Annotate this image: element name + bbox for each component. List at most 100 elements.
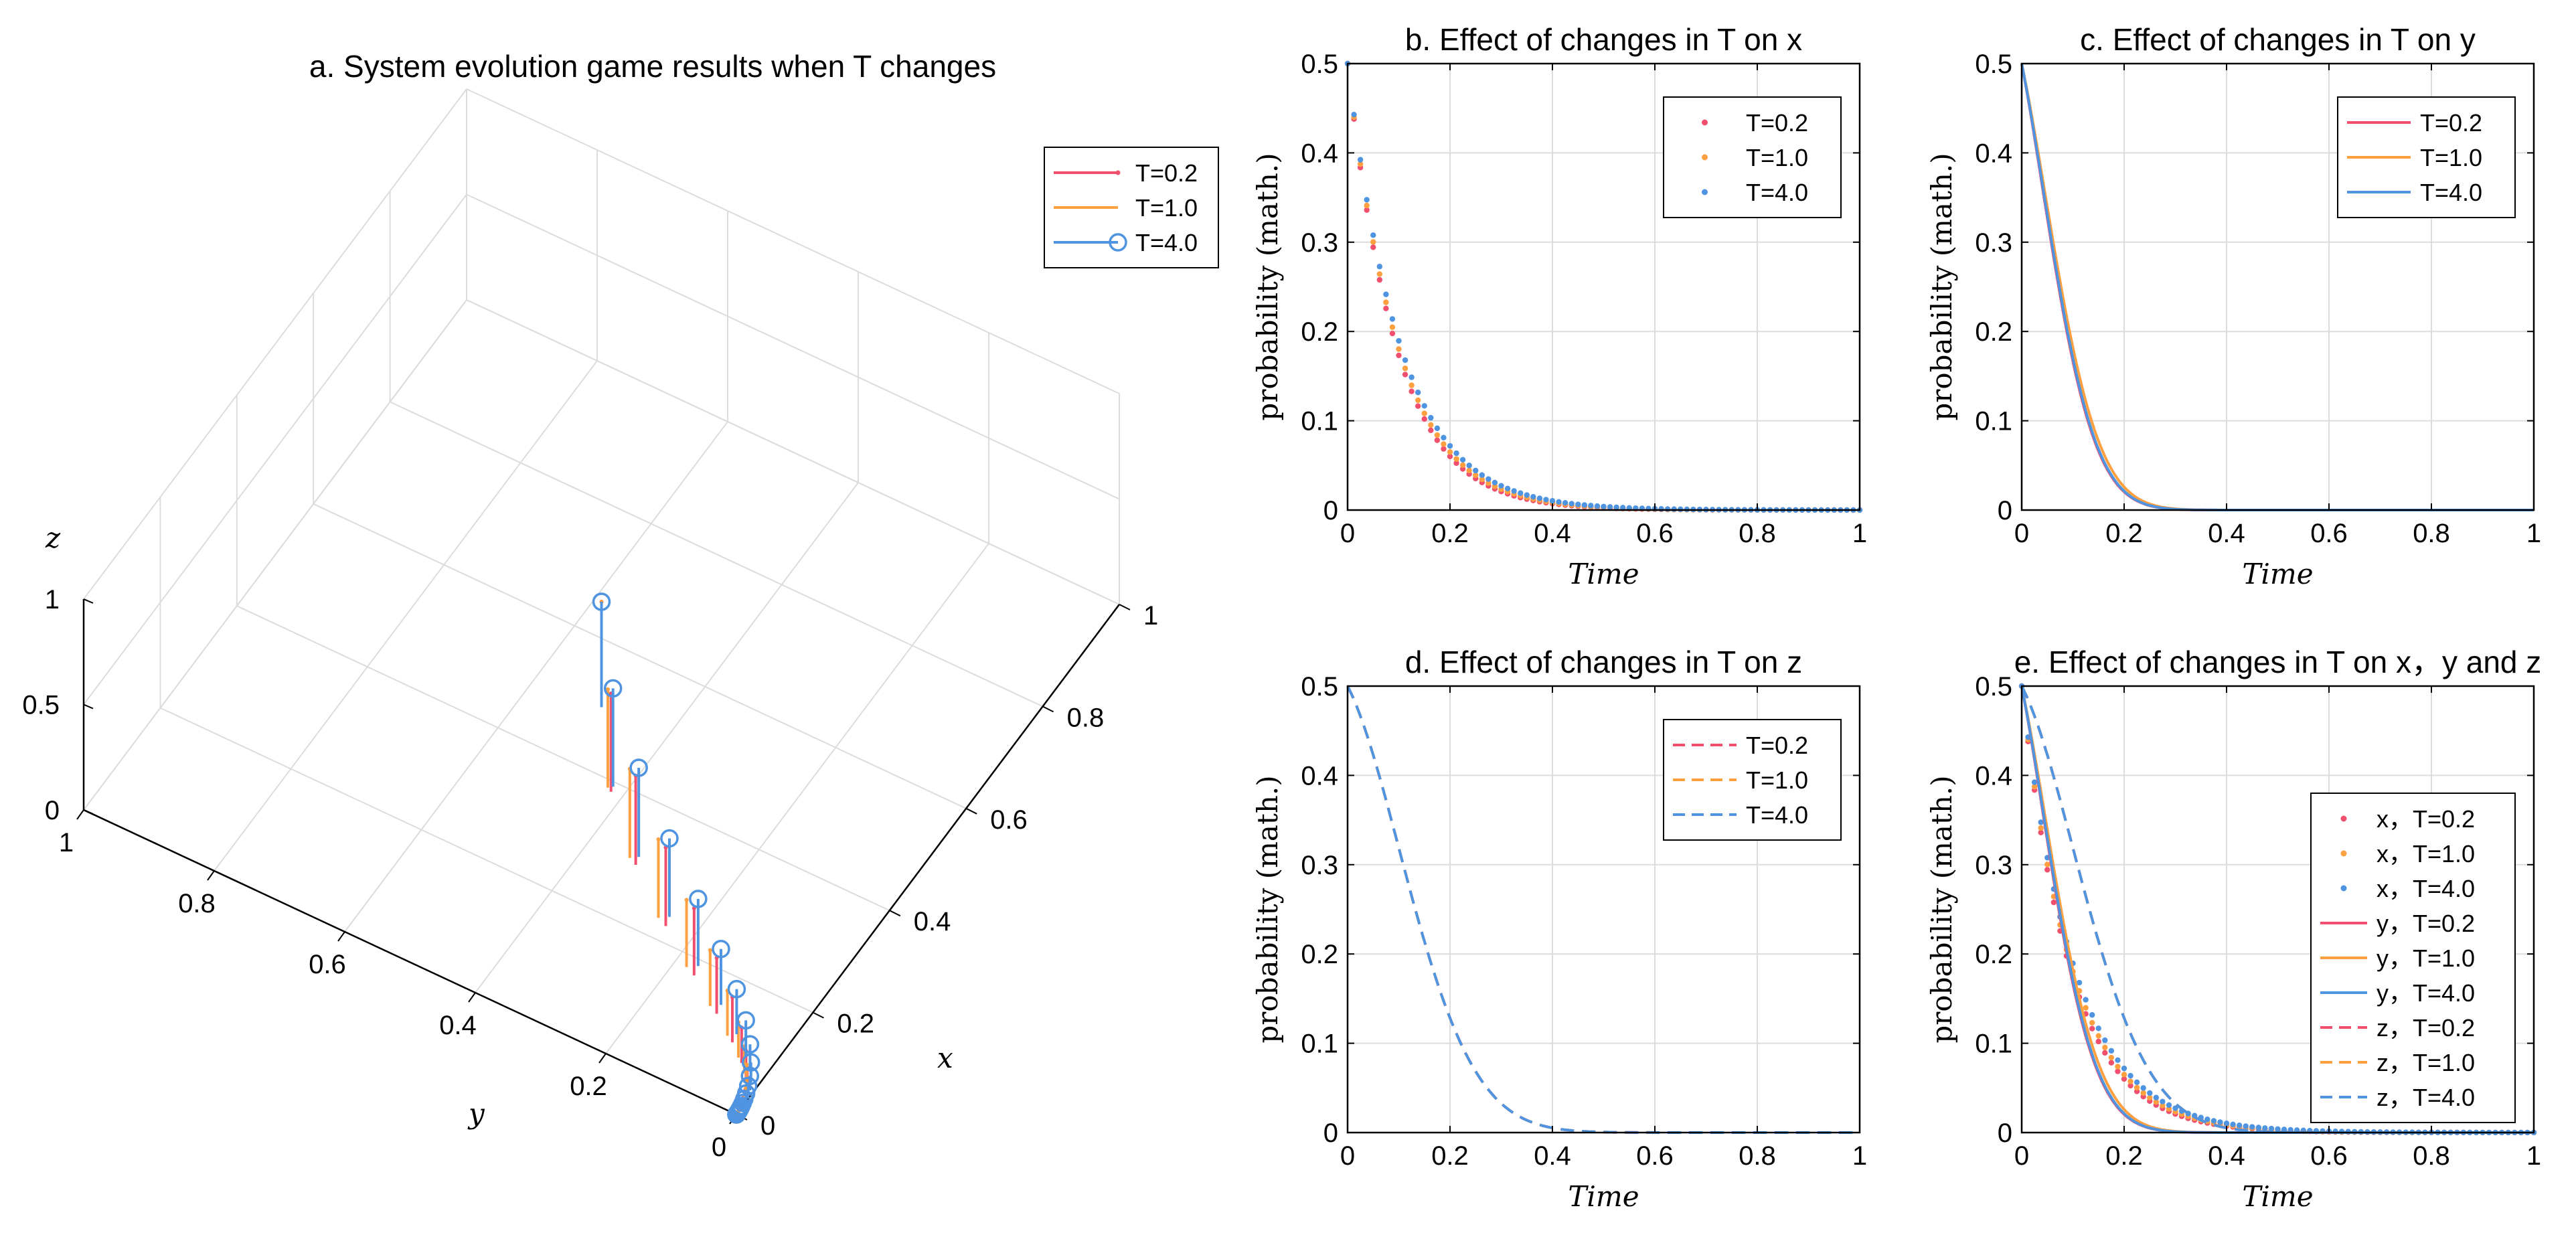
data-point xyxy=(1408,374,1415,380)
stem-marker xyxy=(736,1011,755,1030)
legend-label: T=4.0 xyxy=(1135,229,1198,256)
data-point xyxy=(1549,498,1556,504)
y-tick-label: 0.5 xyxy=(1975,672,2012,701)
stem-marker xyxy=(689,890,708,908)
data-point xyxy=(1421,416,1427,422)
chart-title: e. Effect of changes in T on x，y and z xyxy=(2014,645,2542,679)
chart-title: a. System evolution game results when T … xyxy=(309,49,996,84)
legend-label: T=0.2 xyxy=(1746,109,1808,137)
tick-mark xyxy=(83,809,94,815)
stem-marker xyxy=(712,939,730,959)
data-point xyxy=(2076,979,2083,986)
stem-marker xyxy=(708,948,712,953)
data-point xyxy=(2147,1090,2153,1096)
tick-mark xyxy=(812,1011,824,1019)
data-point xyxy=(1511,488,1517,494)
data-point xyxy=(1447,442,1453,449)
x-tick-label: 0.8 xyxy=(2413,1141,2450,1171)
x-tick-label: 0 xyxy=(1340,1141,1355,1171)
chart-e: 0 0.2 0.4 0.6 0.8 1 0 0.1 0.2 0.3 0.4 0.5e. Effect … xyxy=(1925,645,2541,1213)
tick-mark xyxy=(76,809,84,820)
z-axis-label: z xyxy=(45,521,61,554)
data-point xyxy=(2083,997,2089,1003)
data-point xyxy=(2089,1012,2095,1018)
tick-mark xyxy=(468,992,476,1003)
y-tick-label: 0.2 xyxy=(1301,317,1338,347)
data-point xyxy=(1428,414,1434,421)
y-axis-label: probability (math.) xyxy=(1925,775,1958,1043)
stem-marker xyxy=(592,592,611,611)
axes-box xyxy=(1346,685,1861,1134)
data-point xyxy=(2153,1098,2160,1105)
data-point xyxy=(2140,1085,2146,1091)
axes-box xyxy=(1346,62,1861,511)
y-tick-label: 0 xyxy=(712,1133,726,1162)
data-point xyxy=(1370,244,1376,250)
data-point xyxy=(2038,829,2044,835)
data-point xyxy=(1453,450,1459,457)
data-point xyxy=(2115,1064,2121,1070)
data-point xyxy=(2210,1118,2217,1124)
x-tick-label: 0.4 xyxy=(1534,519,1571,548)
data-point xyxy=(2095,1025,2101,1031)
y-tick-label: 0.2 xyxy=(570,1072,607,1101)
data-point xyxy=(2102,1037,2108,1044)
x-tick-label: 0.6 xyxy=(990,805,1028,835)
stem-marker xyxy=(684,898,689,902)
floor-grid xyxy=(344,421,728,932)
x-tick-label: 0.8 xyxy=(1739,519,1776,548)
legend-label: T=0.2 xyxy=(2420,109,2482,137)
tick-mark xyxy=(83,598,94,604)
data-point xyxy=(1447,453,1453,460)
y-tick-label: 0.4 xyxy=(1301,139,1338,168)
x-tick-label: 0.4 xyxy=(2208,1141,2245,1171)
data-point xyxy=(1504,485,1511,492)
y-tick-label: 0.3 xyxy=(1301,851,1338,880)
chart-b: 0 0.2 0.4 0.6 0.8 1 0 0.1 0.2 0.3 0.4 0.5 b. Effect … xyxy=(1251,22,1867,590)
data-point xyxy=(1459,462,1466,468)
data-point xyxy=(2160,1098,2166,1104)
x-tick-label: 0 xyxy=(1340,519,1355,548)
x-tick-label: 0.2 xyxy=(2105,519,2143,548)
data-point xyxy=(1466,463,1472,469)
tick-mark xyxy=(83,704,94,710)
data-point xyxy=(2108,1060,2115,1066)
data-point xyxy=(1447,449,1453,455)
x-tick-label: 0.2 xyxy=(837,1009,874,1039)
legend-marker xyxy=(1702,154,1708,161)
data-point xyxy=(1466,467,1472,474)
y-tick-label: 0.5 xyxy=(1301,672,1338,701)
data-point xyxy=(1568,501,1575,507)
data-point xyxy=(1664,506,1671,512)
data-point xyxy=(2108,1048,2115,1054)
legend-label: z，T=1.0 xyxy=(2377,1049,2475,1076)
x-tick-label: 0.4 xyxy=(914,907,951,936)
data-point xyxy=(2140,1090,2146,1096)
data-point xyxy=(2134,1079,2140,1085)
data-point xyxy=(2268,1125,2275,1132)
data-point xyxy=(2236,1122,2243,1129)
legend-label: y，T=1.0 xyxy=(2377,944,2475,972)
legend-marker xyxy=(1702,189,1708,195)
legend-marker xyxy=(2340,885,2347,892)
floor-grid xyxy=(390,401,1044,708)
data-point xyxy=(1376,271,1383,277)
legend-label: T=1.0 xyxy=(2420,144,2482,171)
data-point xyxy=(1364,197,1370,203)
wall-grid xyxy=(466,88,1120,394)
y-tick-label: 0.2 xyxy=(1975,940,2012,969)
data-point xyxy=(2102,1050,2108,1056)
data-point xyxy=(1479,472,1485,478)
data-point xyxy=(1619,505,1626,511)
legend-label: T=4.0 xyxy=(1746,801,1808,829)
data-point xyxy=(1364,202,1370,209)
chart-c: 0 0.2 0.4 0.6 0.8 1 0 0.1 0.2 0.3 0.4 0.5 c. Effect … xyxy=(1925,22,2541,590)
stem-marker xyxy=(738,1076,758,1096)
x-tick-label: 1 xyxy=(1143,601,1158,631)
data-point xyxy=(1389,316,1396,322)
x-tick-label: 0.8 xyxy=(2413,519,2450,548)
y-axis-label: probability (math.) xyxy=(1251,153,1284,420)
data-point xyxy=(1421,403,1427,409)
legend-label: y，T=4.0 xyxy=(2377,979,2475,1007)
legend-label: x，T=0.2 xyxy=(2377,805,2475,833)
